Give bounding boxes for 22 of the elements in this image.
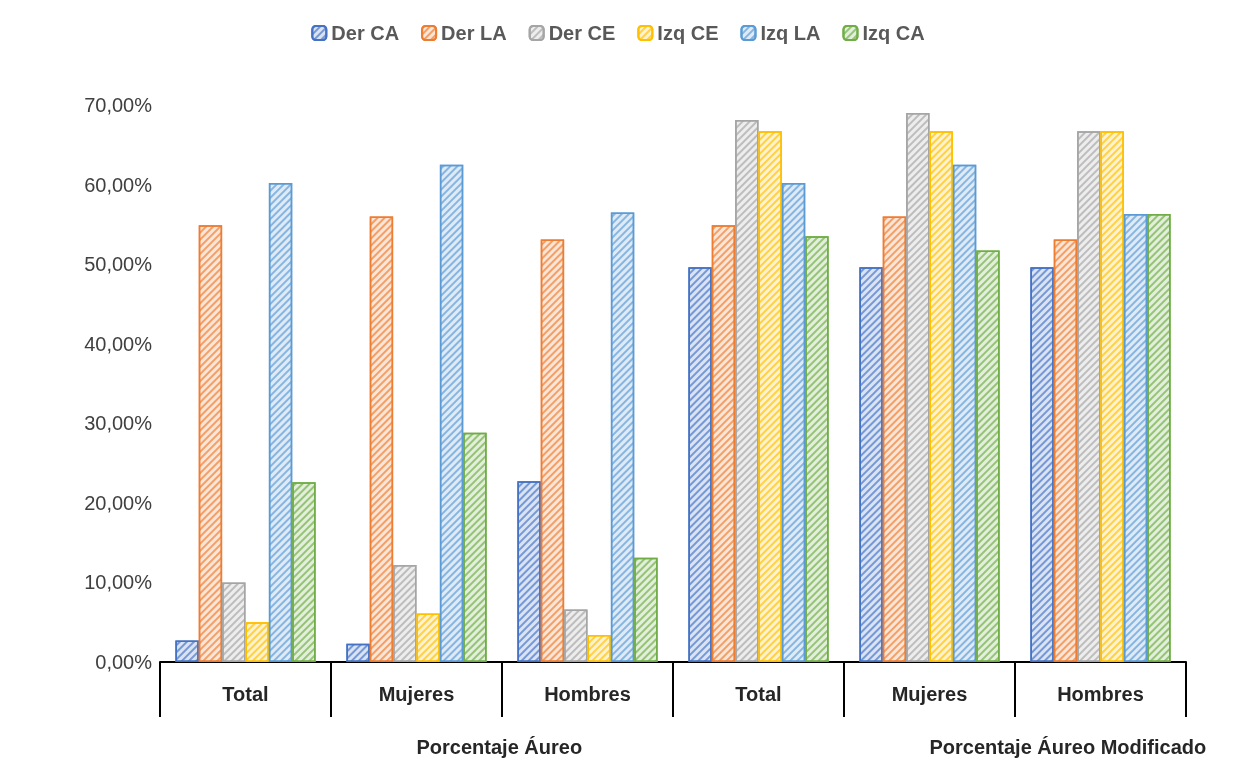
x-tick-label: Mujeres	[891, 683, 968, 705]
x-tick-label: Total	[735, 683, 782, 705]
y-tick-label: 20,00%	[84, 491, 153, 514]
y-tick-label: 70,00%	[84, 94, 153, 116]
y-tick-label: 0,00%	[95, 651, 153, 673]
y-tick-label: 40,00%	[84, 332, 153, 355]
x-tick-label: Hombres	[544, 683, 631, 705]
y-tick-label: 10,00%	[84, 571, 153, 594]
legend-label: Izq CE	[657, 22, 719, 44]
legend-label: Der LA	[441, 22, 507, 44]
text: Porcentaje Áureo Modificado	[929, 736, 1207, 758]
legend-label: Der CA	[331, 22, 400, 44]
legend-label: Izq LA	[760, 22, 821, 44]
x-tick-label: Total	[222, 683, 269, 705]
y-tick-label: 30,00%	[84, 412, 153, 435]
y-tick-label: 60,00%	[84, 173, 153, 196]
x-tick-label: Hombres	[1057, 683, 1144, 705]
y-tick-label: 50,00%	[84, 253, 153, 276]
x-tick-label: Mujeres	[378, 683, 455, 705]
legend-label: Izq CA	[862, 22, 925, 44]
text: Porcentaje Áureo	[416, 736, 583, 758]
legend-label: Der CE	[548, 22, 616, 44]
